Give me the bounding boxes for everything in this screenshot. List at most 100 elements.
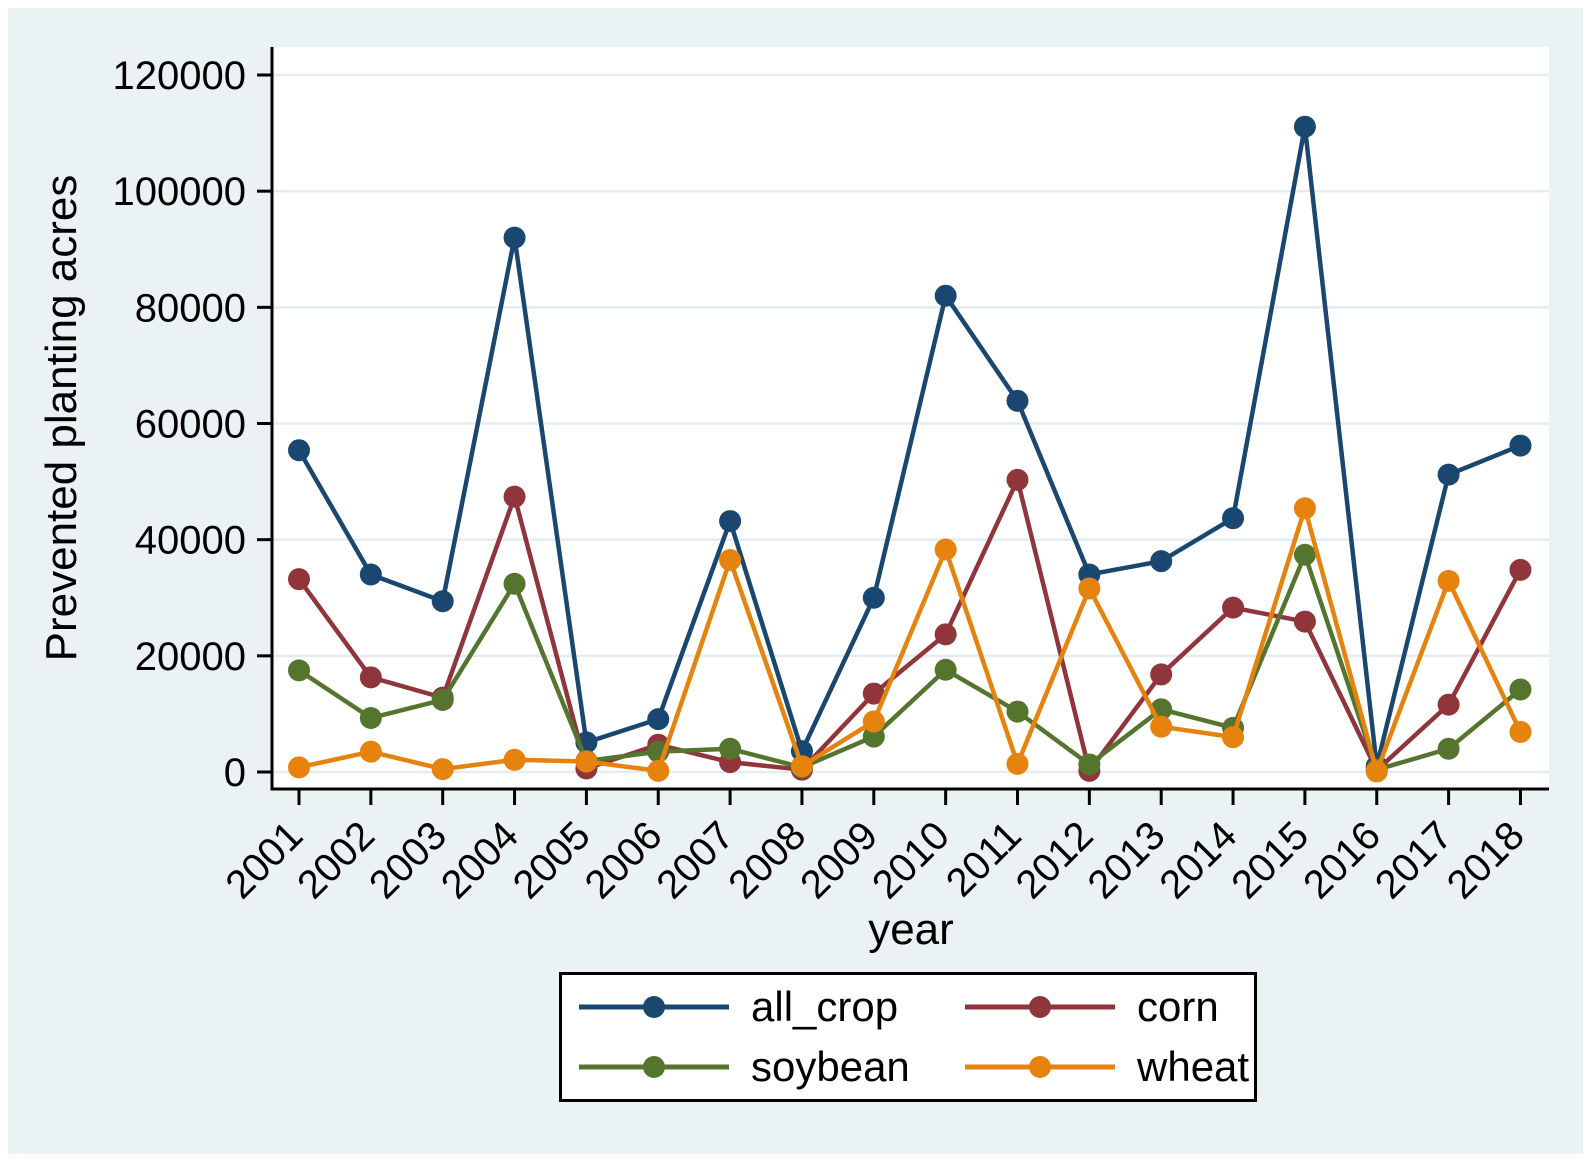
series-soybean-marker xyxy=(1078,753,1101,776)
series-soybean-marker xyxy=(503,572,526,595)
series-wheat-marker xyxy=(1150,715,1173,738)
series-all_crop-marker xyxy=(719,510,742,533)
series-all_crop-marker xyxy=(647,708,670,731)
series-corn-marker xyxy=(1293,610,1316,633)
series-corn-marker xyxy=(1150,663,1173,686)
x-tick-label: 2006 xyxy=(577,813,671,907)
series-corn-marker xyxy=(1437,693,1460,716)
legend-marker-soybean xyxy=(579,1056,729,1078)
legend-marker-wheat xyxy=(965,1056,1115,1078)
series-soybean-marker xyxy=(719,737,742,760)
x-tick-label: 2001 xyxy=(217,813,311,907)
series-wheat xyxy=(288,497,1532,783)
series-wheat-marker xyxy=(1509,720,1532,743)
series-wheat-marker xyxy=(790,755,813,778)
series-wheat-marker xyxy=(1365,760,1388,783)
series-corn-marker xyxy=(359,666,382,689)
x-tick-label: 2002 xyxy=(289,813,383,907)
x-axis-title: year xyxy=(868,905,954,954)
legend-entry-corn: corn xyxy=(965,983,1254,1031)
x-tick-label: 2014 xyxy=(1151,813,1245,907)
series-all_crop-marker xyxy=(1222,507,1245,530)
series-soybean-marker xyxy=(359,706,382,729)
series-wheat-marker xyxy=(1437,569,1460,592)
series-all_crop-marker xyxy=(1293,115,1316,138)
series-all_crop-marker xyxy=(1509,434,1532,457)
series-corn-line xyxy=(297,473,1523,777)
x-tick-label: 2015 xyxy=(1223,813,1317,907)
series-soybean-marker xyxy=(1293,543,1316,566)
x-tick-label: 2004 xyxy=(433,813,527,907)
legend-entry-all_crop: all_crop xyxy=(579,983,965,1031)
y-tick-label: 40000 xyxy=(135,519,246,563)
series-corn-marker xyxy=(1222,596,1245,619)
x-tick-label: 2008 xyxy=(720,813,814,907)
series-wheat-marker xyxy=(1078,577,1101,600)
series-all_crop-marker xyxy=(1150,550,1173,573)
series-soybean-marker xyxy=(1509,678,1532,701)
series-wheat-marker xyxy=(862,710,885,733)
series-wheat-marker xyxy=(359,740,382,763)
series-soybean-marker xyxy=(1006,700,1029,723)
x-tick-label: 2003 xyxy=(361,813,455,907)
series-soybean-marker xyxy=(934,658,957,681)
y-tick-label: 20000 xyxy=(135,635,246,679)
series-soybean-line xyxy=(297,548,1522,773)
legend-label: all_crop xyxy=(751,983,899,1030)
series-wheat-marker xyxy=(503,748,526,771)
y-tick-label: 100000 xyxy=(113,170,246,214)
series-wheat-marker xyxy=(288,756,310,779)
series-wheat-line xyxy=(298,500,1523,779)
series-all_crop-marker xyxy=(503,226,526,249)
series-wheat-marker xyxy=(934,538,957,561)
y-tick-label: 0 xyxy=(224,751,246,795)
legend-marker-all_crop xyxy=(579,996,729,1018)
series-wheat-marker xyxy=(719,548,742,571)
x-tick-label: 2017 xyxy=(1367,813,1461,907)
x-tick-label: 2007 xyxy=(648,813,742,907)
x-tick-label: 2018 xyxy=(1439,813,1533,907)
series-all_crop-marker xyxy=(431,590,454,613)
x-tick-label: 2013 xyxy=(1080,813,1174,907)
series-wheat-marker xyxy=(647,759,670,782)
y-tick-label: 60000 xyxy=(135,403,246,447)
series-all_crop-marker xyxy=(1437,463,1460,486)
series-all_crop-marker xyxy=(288,439,310,462)
series-wheat-marker xyxy=(1293,497,1316,520)
legend-entry-soybean: soybean xyxy=(579,1043,965,1091)
series-wheat-marker xyxy=(431,758,454,781)
legend-box: all_crop corn soybean wheat xyxy=(559,972,1257,1102)
x-tick-label: 2016 xyxy=(1295,813,1389,907)
x-tick-label: 2005 xyxy=(505,813,599,907)
series-all_crop-line xyxy=(297,126,1522,767)
x-tick-label: 2012 xyxy=(1008,813,1102,907)
series-all_crop-marker xyxy=(1006,389,1029,412)
y-tick-label: 80000 xyxy=(135,286,246,330)
y-axis-title: Prevented planting acres xyxy=(37,175,86,662)
y-tick-label: 120000 xyxy=(113,54,246,98)
x-tick-label: 2009 xyxy=(792,813,886,907)
series-corn-marker xyxy=(1006,468,1029,491)
series-wheat-marker xyxy=(1006,752,1029,775)
legend-entry-wheat: wheat xyxy=(965,1043,1254,1091)
series-corn-marker xyxy=(288,568,310,591)
series-all_crop-marker xyxy=(359,563,382,586)
legend-label: corn xyxy=(1137,983,1219,1030)
x-tick-label: 2011 xyxy=(938,813,1030,905)
series-soybean-marker xyxy=(862,725,885,748)
plot-area xyxy=(272,47,1549,789)
series-soybean-marker xyxy=(431,688,454,711)
series-wheat-marker xyxy=(575,750,598,773)
series-soybean-marker xyxy=(288,659,310,682)
series-wheat-marker xyxy=(1222,726,1245,749)
series-corn-marker xyxy=(934,623,957,646)
legend-label: soybean xyxy=(751,1043,910,1090)
series-all_crop-marker xyxy=(862,586,885,609)
series-corn-marker xyxy=(1509,558,1532,581)
series-soybean-marker xyxy=(1437,737,1460,760)
legend-label: wheat xyxy=(1137,1043,1250,1090)
series-corn-marker xyxy=(503,485,526,508)
legend-marker-corn xyxy=(965,996,1115,1018)
